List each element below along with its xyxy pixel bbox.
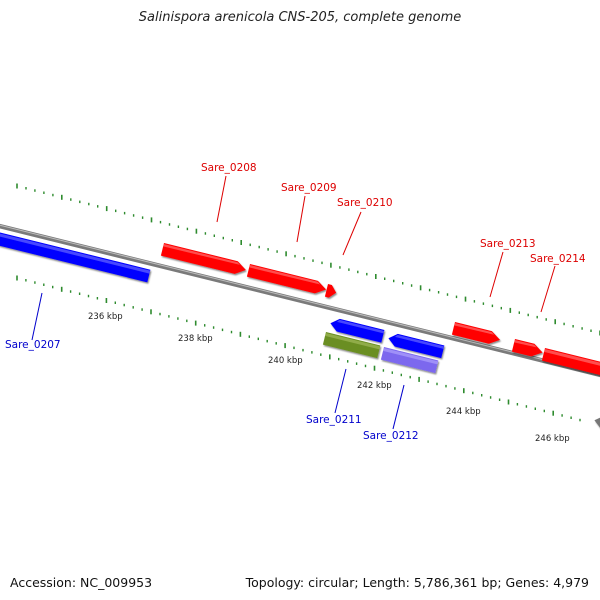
gene-sare-0213[interactable] xyxy=(451,322,502,346)
gene-sare-0208[interactable] xyxy=(160,243,248,276)
genome-backbone xyxy=(0,223,600,378)
label-sare-0213: Sare_0213 xyxy=(480,238,536,250)
leader-sare-0214 xyxy=(540,265,556,313)
gene-sare-0212[interactable] xyxy=(387,332,445,359)
label-sare-0210: Sare_0210 xyxy=(337,197,393,209)
leader-sare-0208 xyxy=(216,175,227,223)
gene-sare-0209[interactable] xyxy=(246,264,328,296)
label-sare-0212: Sare_0212 xyxy=(363,430,419,442)
gene-sare-0214-b[interactable] xyxy=(541,348,600,378)
leader-sare-0209 xyxy=(296,195,306,243)
scale-label-246: 246 kbp xyxy=(535,434,570,444)
leader-sare-0212 xyxy=(392,384,405,430)
gene-sare-0211[interactable] xyxy=(329,317,385,343)
label-sare-0207: Sare_0207 xyxy=(5,339,61,351)
label-sare-0211: Sare_0211 xyxy=(306,414,362,426)
scale-label-244: 244 kbp xyxy=(446,407,481,417)
scale-label-236: 236 kbp xyxy=(88,312,123,322)
inner-tick-row xyxy=(16,275,581,422)
rna-gene[interactable] xyxy=(322,332,381,359)
label-sare-0214: Sare_0214 xyxy=(530,253,586,265)
leader-sare-0213 xyxy=(489,251,504,298)
leader-sare-0210 xyxy=(342,211,362,256)
leader-sare-0211 xyxy=(334,368,347,414)
label-sare-0209: Sare_0209 xyxy=(281,182,337,194)
gene-sare-0207[interactable] xyxy=(0,231,151,283)
label-sare-0208: Sare_0208 xyxy=(201,162,257,174)
scale-label-238: 238 kbp xyxy=(178,334,213,344)
genome-summary-text: Topology: circular; Length: 5,786,361 bp… xyxy=(245,575,589,590)
gray-feature[interactable] xyxy=(593,414,600,432)
accession-text: Accession: NC_009953 xyxy=(10,575,153,590)
gene-sare-0210[interactable] xyxy=(324,284,338,299)
other-gene[interactable] xyxy=(380,347,439,374)
scale-label-242: 242 kbp xyxy=(357,381,392,391)
map-title: Salinispora arenicola CNS-205, complete … xyxy=(138,10,462,25)
scale-label-240: 240 kbp xyxy=(268,356,303,366)
outer-tick-row xyxy=(16,183,600,336)
gene-sare-0214-a[interactable] xyxy=(511,339,544,359)
leader-sare-0207 xyxy=(31,292,43,341)
